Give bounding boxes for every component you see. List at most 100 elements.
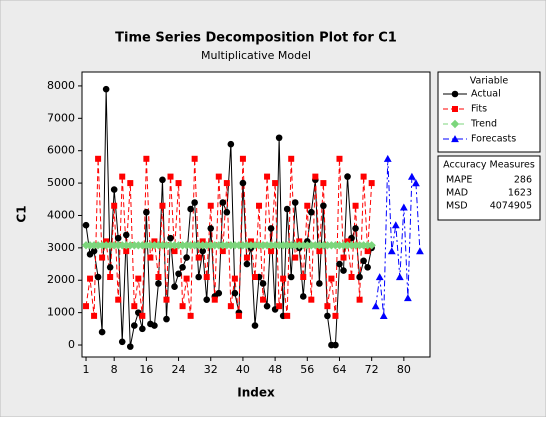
x-tick-label: 64: [332, 363, 346, 376]
marker: [299, 293, 307, 300]
legend-label: Fits: [471, 104, 487, 115]
marker: [256, 202, 263, 209]
marker: [203, 274, 210, 281]
marker: [324, 312, 331, 320]
marker: [167, 173, 174, 180]
chart-title: Time Series Decomposition Plot for C1: [115, 31, 397, 46]
y-tick-label: 0: [68, 338, 75, 351]
marker: [179, 263, 186, 271]
accuracy-label: MAPE: [446, 175, 472, 186]
marker: [107, 274, 114, 281]
marker: [251, 322, 259, 329]
legend-label: Actual: [471, 89, 501, 100]
marker: [308, 296, 315, 303]
marker: [395, 273, 404, 281]
marker: [219, 199, 227, 206]
marker: [122, 231, 130, 239]
accuracy-value: 4074905: [490, 201, 532, 212]
x-axis-label: Index: [237, 386, 275, 400]
marker: [95, 155, 102, 162]
marker: [195, 273, 202, 281]
marker: [219, 248, 226, 255]
marker: [288, 155, 295, 162]
marker: [291, 199, 299, 206]
accuracy-title: Accuracy Measures: [443, 160, 535, 171]
marker: [340, 267, 347, 274]
y-axis-label: C1: [15, 205, 29, 222]
x-tick-label: 24: [172, 363, 186, 376]
marker: [416, 247, 424, 255]
marker: [300, 274, 307, 281]
marker: [368, 180, 375, 187]
marker: [114, 234, 122, 242]
marker: [451, 135, 459, 143]
marker: [344, 173, 351, 180]
marker: [99, 254, 106, 261]
marker: [98, 328, 106, 336]
marker: [356, 273, 363, 281]
marker: [139, 312, 146, 319]
marker: [223, 208, 231, 216]
accuracy-value: 1623: [508, 188, 532, 199]
marker: [259, 280, 267, 287]
marker: [151, 322, 158, 329]
marker: [399, 203, 408, 211]
marker: [135, 275, 142, 282]
x-tick-label: 48: [268, 363, 282, 376]
marker: [272, 180, 279, 187]
accuracy-box: [437, 155, 541, 221]
marker: [328, 275, 335, 282]
marker: [131, 303, 138, 310]
marker: [207, 225, 215, 232]
marker: [191, 155, 198, 162]
marker: [320, 202, 327, 210]
y-tick-label: 3000: [47, 241, 75, 254]
marker: [227, 140, 235, 148]
marker: [452, 106, 458, 112]
marker: [348, 274, 355, 281]
marker: [87, 275, 94, 282]
marker: [102, 85, 110, 93]
marker: [276, 303, 283, 310]
marker: [171, 283, 178, 291]
marker: [175, 270, 182, 278]
marker: [195, 254, 202, 261]
marker: [387, 247, 396, 255]
marker: [187, 312, 194, 319]
y-tick-label: 7000: [47, 111, 75, 124]
marker: [111, 202, 118, 209]
marker: [352, 225, 359, 232]
marker: [94, 273, 102, 281]
x-tick-label: 80: [397, 363, 411, 376]
marker: [312, 173, 319, 180]
legend-label: Trend: [470, 119, 497, 130]
marker: [412, 179, 420, 187]
marker: [179, 303, 186, 310]
y-tick-label: 1000: [47, 306, 75, 319]
marker: [223, 180, 230, 187]
x-tick-label: 16: [139, 363, 153, 376]
marker: [191, 199, 198, 206]
x-tick-label: 8: [111, 363, 118, 376]
marker: [110, 186, 118, 193]
y-tick-label: 8000: [47, 79, 75, 92]
marker: [127, 180, 134, 187]
x-tick-label: 56: [300, 363, 314, 376]
y-tick-label: 6000: [47, 144, 75, 157]
marker: [304, 202, 311, 209]
marker: [267, 225, 275, 232]
marker: [143, 208, 150, 216]
marker: [336, 260, 343, 268]
marker: [243, 254, 250, 261]
marker: [167, 234, 174, 242]
marker: [280, 275, 287, 282]
marker: [215, 173, 222, 180]
marker: [340, 254, 347, 261]
marker: [115, 296, 122, 303]
marker: [336, 155, 343, 162]
legend-title: Variable: [470, 76, 509, 87]
accuracy-label: MSD: [446, 201, 468, 212]
marker: [82, 221, 90, 229]
y-tick-label: 2000: [47, 273, 75, 286]
